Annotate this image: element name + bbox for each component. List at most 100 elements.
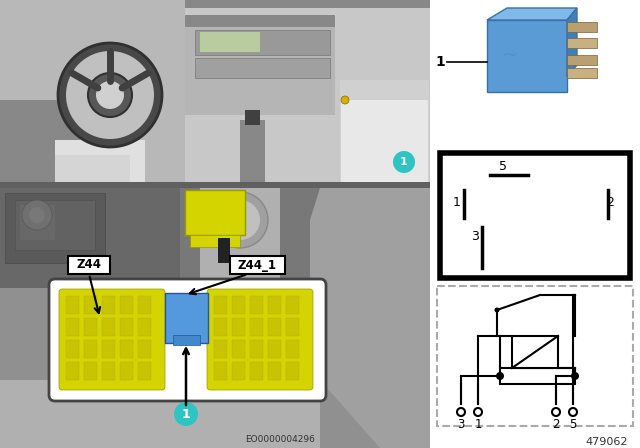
Bar [173, 335, 200, 345]
Bar [218, 238, 230, 263]
Bar [195, 30, 330, 55]
Circle shape [457, 408, 465, 416]
Circle shape [29, 207, 45, 223]
Bar [250, 318, 263, 336]
Text: ~: ~ [502, 46, 518, 65]
Text: 1: 1 [400, 157, 408, 167]
Circle shape [569, 408, 577, 416]
FancyBboxPatch shape [437, 286, 633, 426]
Bar [185, 15, 335, 27]
Bar [232, 318, 245, 336]
Text: 5: 5 [499, 160, 507, 173]
Circle shape [552, 408, 560, 416]
Circle shape [393, 151, 415, 173]
FancyBboxPatch shape [49, 279, 326, 401]
Circle shape [212, 192, 268, 248]
Bar [80, 130, 140, 182]
Bar [567, 22, 597, 32]
Bar [66, 340, 79, 358]
Polygon shape [487, 8, 577, 20]
Text: 1: 1 [435, 55, 445, 69]
Bar [0, 188, 180, 288]
Text: 479062: 479062 [586, 437, 628, 447]
Bar [286, 318, 299, 336]
Bar [0, 380, 320, 448]
Bar [84, 340, 97, 358]
Circle shape [474, 408, 482, 416]
Bar [138, 318, 151, 336]
Bar [0, 0, 430, 8]
Polygon shape [567, 8, 577, 77]
Bar [430, 0, 640, 150]
Circle shape [66, 51, 154, 139]
Bar [200, 188, 280, 288]
Circle shape [495, 307, 499, 313]
Bar [245, 110, 260, 125]
Bar [185, 190, 245, 235]
Bar [55, 155, 130, 182]
Circle shape [58, 43, 162, 147]
Bar [0, 188, 430, 448]
Polygon shape [310, 188, 430, 448]
Circle shape [174, 402, 198, 426]
Circle shape [88, 73, 132, 117]
Circle shape [571, 372, 579, 380]
Bar [440, 153, 630, 278]
Bar [512, 336, 558, 368]
Text: 2: 2 [606, 195, 614, 208]
Bar [165, 293, 208, 343]
Circle shape [220, 200, 260, 240]
Bar [0, 100, 80, 182]
Bar [120, 318, 133, 336]
Circle shape [22, 200, 52, 230]
Bar [268, 318, 281, 336]
Text: 1: 1 [453, 195, 461, 208]
Text: Z44: Z44 [77, 258, 102, 271]
Bar [430, 0, 640, 448]
Bar [5, 193, 105, 263]
Bar [567, 55, 597, 65]
Bar [66, 362, 79, 380]
Bar [0, 0, 185, 182]
Bar [232, 362, 245, 380]
Bar [66, 296, 79, 314]
Text: 1: 1 [182, 408, 190, 421]
Bar [240, 120, 265, 182]
FancyBboxPatch shape [207, 289, 313, 390]
Bar [20, 205, 55, 240]
Bar [0, 182, 430, 188]
Bar [102, 362, 115, 380]
Bar [102, 318, 115, 336]
Bar [138, 340, 151, 358]
Bar [214, 296, 227, 314]
Bar [268, 362, 281, 380]
Bar [250, 340, 263, 358]
Text: Z44_1: Z44_1 [237, 258, 276, 271]
Bar [250, 362, 263, 380]
Bar [102, 340, 115, 358]
Bar [250, 296, 263, 314]
Bar [185, 15, 335, 115]
Bar [232, 296, 245, 314]
Bar [15, 200, 95, 250]
Bar [120, 362, 133, 380]
Bar [230, 256, 285, 274]
Bar [268, 340, 281, 358]
Bar [138, 296, 151, 314]
Bar [268, 296, 281, 314]
Text: 3: 3 [471, 231, 479, 244]
Bar [66, 318, 79, 336]
Bar [120, 296, 133, 314]
Bar [500, 368, 575, 384]
Bar [286, 296, 299, 314]
Bar [120, 340, 133, 358]
Bar [68, 256, 110, 274]
Bar [214, 362, 227, 380]
Bar [340, 80, 428, 100]
Bar [286, 362, 299, 380]
Bar [190, 235, 240, 247]
Bar [55, 140, 145, 182]
Bar [84, 296, 97, 314]
Bar [232, 340, 245, 358]
Text: 1: 1 [474, 418, 482, 431]
